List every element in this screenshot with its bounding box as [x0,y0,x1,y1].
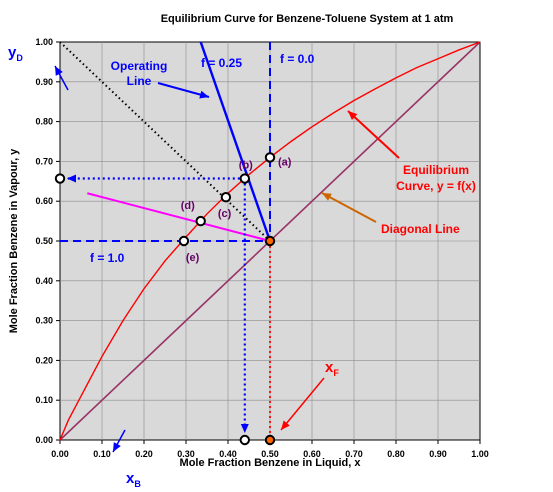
x-tick-label: 1.00 [471,449,489,459]
dotted-line [59,41,271,242]
equilibrium-label-arrow [347,110,400,159]
data-point [54,173,66,184]
yd-arrow-head [55,66,63,76]
y-tick-label: 0.90 [35,77,53,87]
data-point [178,235,190,247]
operating-line [199,41,272,242]
y-tick-label: 0.70 [35,156,53,166]
data-point [239,173,251,184]
x-tick-label: 0.70 [345,449,363,459]
equilibrium-label: Curve, y = f(x) [396,179,476,193]
xf-label: xF [325,359,339,378]
x-axis-label: Mole Fraction Benzene in Liquid, x [180,457,362,469]
x-tick-label: 0.40 [219,449,237,459]
xb-guide-arrow-head [240,424,249,433]
plot-area: 0.00 0.10 0.20 0.30 0.40 0.50 0.60 0.70 0.80 0.90… [8,37,489,489]
x-tick-label: 0.80 [387,449,405,459]
data-point [239,434,251,446]
diagonal-label-arrow-head [322,193,332,201]
x-tick-label: 0.60 [303,449,321,459]
feed-line-k [87,192,271,242]
y-tick-label: 0.30 [35,316,53,326]
point-label: (e) [186,252,200,264]
y-tick-label: 0.50 [35,236,53,246]
point-label: (b) [239,160,253,172]
x-tick-label: 0.30 [177,449,195,459]
f00-label: f = 0.0 [280,52,315,66]
data-point [264,235,276,247]
x-tick-label: 0.00 [51,449,69,459]
y-tick-label: 0.80 [35,117,53,127]
f025-label: f = 0.25 [201,56,242,70]
y-tick-label: 0.10 [35,395,53,405]
operating-line-label: Operating [111,59,168,73]
data-point [220,192,232,203]
xf-arrow-head [281,420,290,430]
x-tick-label: 0.50 [261,449,279,459]
y-tick-label: 0.60 [35,196,53,206]
equilibrium-label: Equilibrium [403,163,469,177]
f10-label: f = 1.0 [90,251,125,265]
point-label: (a) [278,156,292,168]
diagonal-label-arrow [321,192,377,223]
y-tick-label: 0.40 [35,276,53,286]
operating-label-arrow-head [199,90,209,99]
y-tick-label: 0.20 [35,355,53,365]
xb-label: xB [126,470,141,487]
x-tick-label: 0.20 [135,449,153,459]
y-tick-label: 0.00 [35,435,53,445]
operating-line-label: Line [127,74,152,88]
equilibrium-curve [59,41,481,441]
data-point [264,152,276,163]
equilibrium-label-arrow-head [348,111,358,121]
yd-guide-arrow-head [67,174,76,183]
x-tick-label: 0.90 [429,449,447,459]
xf-arrow [280,377,325,431]
y-tick-label: 1.00 [35,37,53,47]
point-label: (c) [218,208,232,220]
yd-label: yD [8,44,23,63]
xb-arrow-head [113,442,121,452]
diagonal-label: Diagonal Line [381,222,460,236]
point-label: (d) [181,200,195,212]
data-point [195,215,206,227]
y-axis-label: Mole Fraction Benzene in Vapour, y [8,148,20,333]
data-point [264,434,276,446]
x-tick-label: 0.10 [93,449,111,459]
chart-title: Equilibrium Curve for Benzene-Toluene Sy… [161,13,454,25]
